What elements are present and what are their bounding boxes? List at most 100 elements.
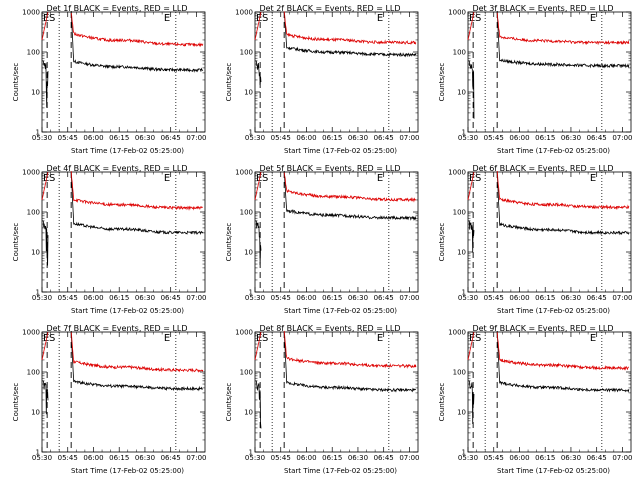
s-marker-label: S <box>475 173 481 184</box>
x-tick-label: 05:30 <box>32 454 52 462</box>
x-tick-label: 07:00 <box>612 454 632 462</box>
e-marker-label: E <box>256 333 262 344</box>
series-lld-line <box>467 11 630 46</box>
e-marker-label: E <box>377 333 383 344</box>
x-tick-label: 05:45 <box>58 294 78 302</box>
panel-title: Det 9f BLACK = Events, RED = LLD <box>472 324 614 333</box>
x-tick-label: 07:00 <box>612 134 632 142</box>
y-tick-label: 1 <box>249 289 253 297</box>
detector-panel: 1 10 100 1000 05:30 05:45 06:00 06:15 06:30 06:45… <box>0 0 213 160</box>
e-marker-label: E <box>43 173 49 184</box>
y-tick-label: 100 <box>27 209 40 217</box>
s-marker-label: S <box>49 173 55 184</box>
series-lld-line <box>41 11 204 48</box>
y-tick-label: 1000 <box>22 9 40 17</box>
x-tick-label: 06:00 <box>83 134 103 142</box>
x-tick-label: 06:45 <box>161 134 181 142</box>
y-tick-label: 100 <box>27 49 40 57</box>
detector-panel: 1 10 100 1000 05:30 05:45 06:00 06:15 06:30 06:45… <box>213 0 426 160</box>
plot-frame <box>467 331 632 453</box>
series-events-line <box>468 330 630 425</box>
y-tick-label: 1 <box>462 449 466 457</box>
y-tick-label: 1 <box>36 449 40 457</box>
y-tick-label: 10 <box>244 249 253 257</box>
x-tick-label: 06:30 <box>135 294 155 302</box>
x-tick-label: 06:15 <box>322 454 342 462</box>
x-tick-label: 05:30 <box>32 294 52 302</box>
x-tick-label: 06:30 <box>348 294 368 302</box>
chart-svg: 1 10 100 1000 05:30 05:45 06:00 06:15 06:30 06:45… <box>235 9 419 143</box>
e-marker-label: E <box>43 333 49 344</box>
chart-svg: 1 10 100 1000 05:30 05:45 06:00 06:15 06:30 06:45… <box>448 329 632 463</box>
y-axis-label: Counts/sec <box>12 62 20 102</box>
x-tick-label: 06:30 <box>135 134 155 142</box>
plot-frame <box>41 331 206 453</box>
y-axis-label: Counts/sec <box>12 222 20 262</box>
y-tick-label: 1000 <box>235 329 253 337</box>
plot-frame <box>467 11 632 133</box>
x-tick-label: 06:45 <box>374 294 394 302</box>
y-tick-label: 1000 <box>22 329 40 337</box>
plot-frame <box>254 11 419 133</box>
y-tick-label: 1000 <box>22 169 40 177</box>
panel-title: Det 3f BLACK = Events, RED = LLD <box>472 4 614 13</box>
x-tick-label: 06:15 <box>322 134 342 142</box>
x-tick-label: 06:00 <box>83 454 103 462</box>
series-lld-line <box>254 171 417 203</box>
series-lld-line <box>41 171 203 211</box>
y-tick-label: 10 <box>457 409 466 417</box>
chart-svg: 1 10 100 1000 05:30 05:45 06:00 06:15 06:30 06:45… <box>22 329 206 463</box>
x-tick-label: 06:00 <box>296 454 316 462</box>
e-marker-label: E <box>164 333 170 344</box>
x-axis-label: Start Time (17-Feb-02 05:25:00) <box>70 467 185 475</box>
x-tick-label: 06:15 <box>535 454 555 462</box>
x-tick-label: 06:15 <box>535 294 555 302</box>
y-axis-label: Counts/sec <box>438 62 446 102</box>
x-tick-label: 06:45 <box>587 134 607 142</box>
plot-frame <box>254 171 419 293</box>
x-tick-label: 06:45 <box>587 294 607 302</box>
x-tick-label: 06:30 <box>561 134 581 142</box>
e-marker-label: E <box>256 13 262 24</box>
y-axis-label: Counts/sec <box>12 382 20 422</box>
series-events-line <box>255 12 417 86</box>
x-tick-label: 05:45 <box>271 294 291 302</box>
panel-title: Det 2f BLACK = Events, RED = LLD <box>259 4 401 13</box>
x-axis-label: Start Time (17-Feb-02 05:25:00) <box>283 307 398 315</box>
s-marker-label: S <box>49 333 55 344</box>
x-axis-label: Start Time (17-Feb-02 05:25:00) <box>70 307 185 315</box>
e-marker-label: E <box>590 173 596 184</box>
y-tick-label: 1 <box>36 129 40 137</box>
x-axis-label: Start Time (17-Feb-02 05:25:00) <box>496 467 611 475</box>
y-tick-label: 1000 <box>448 169 466 177</box>
x-tick-label: 05:45 <box>484 134 504 142</box>
x-tick-label: 06:45 <box>374 134 394 142</box>
series-events-line <box>255 170 417 266</box>
y-tick-label: 1000 <box>448 329 466 337</box>
x-tick-label: 05:45 <box>58 134 78 142</box>
x-tick-label: 06:45 <box>161 454 181 462</box>
x-tick-label: 05:45 <box>271 134 291 142</box>
x-tick-label: 07:00 <box>186 134 206 142</box>
plot-frame <box>467 171 632 293</box>
series-lld-line <box>254 11 417 45</box>
detector-panel: 1 10 100 1000 05:30 05:45 06:00 06:15 06:30 06:45… <box>213 320 426 480</box>
x-tick-label: 05:30 <box>458 134 478 142</box>
s-marker-label: S <box>475 13 481 24</box>
x-axis-label: Start Time (17-Feb-02 05:25:00) <box>70 147 185 155</box>
s-marker-label: S <box>475 333 481 344</box>
y-tick-label: 100 <box>453 49 466 57</box>
detector-panel: 1 10 100 1000 05:30 05:45 06:00 06:15 06:30 06:45… <box>426 160 639 320</box>
x-tick-label: 06:30 <box>348 134 368 142</box>
series-events-line <box>42 330 204 415</box>
e-marker-label: E <box>164 13 170 24</box>
chart-svg: 1 10 100 1000 05:30 05:45 06:00 06:15 06:30 06:45… <box>448 169 632 303</box>
e-marker-label: E <box>377 173 383 184</box>
x-tick-label: 05:30 <box>458 454 478 462</box>
panel-title: Det 7f BLACK = Events, RED = LLD <box>46 324 188 333</box>
e-marker-label: E <box>469 173 475 184</box>
s-marker-label: S <box>262 173 268 184</box>
y-tick-label: 10 <box>244 409 253 417</box>
x-tick-label: 06:45 <box>374 454 394 462</box>
